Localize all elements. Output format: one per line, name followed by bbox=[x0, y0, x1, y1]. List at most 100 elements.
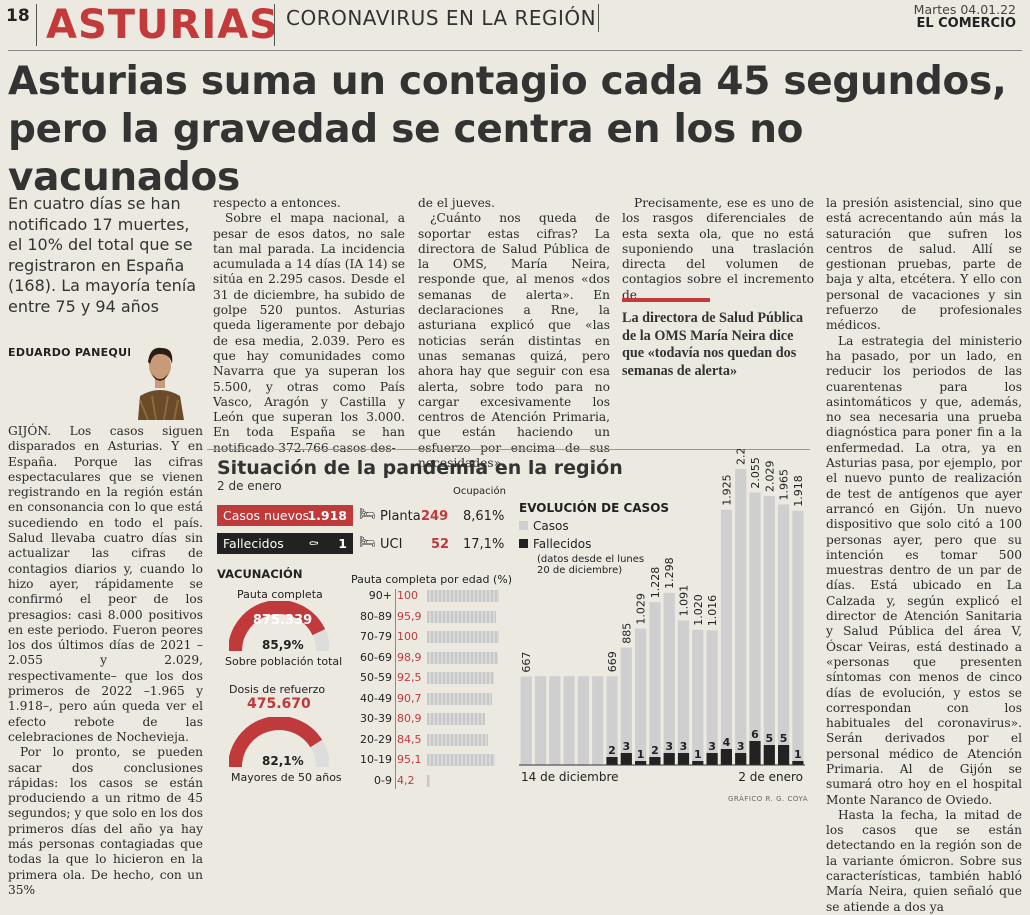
cases-bar bbox=[735, 469, 747, 765]
deaths-bar bbox=[706, 753, 718, 765]
age-row: 40-49 90,7 bbox=[347, 690, 502, 708]
page-number: 18 bbox=[6, 6, 30, 26]
cases-bar bbox=[663, 592, 675, 765]
deaths-value-label: 3 bbox=[622, 740, 630, 753]
age-coverage-bar bbox=[427, 672, 494, 684]
evolution-chart: 667 669 2 885 3 1.029 1 1.228 2 1.298 3 1.091 3 1.020… bbox=[519, 449, 805, 784]
age-coverage-bar bbox=[427, 610, 497, 623]
booster-gauge bbox=[229, 717, 329, 768]
cases-value-label: 669 bbox=[606, 651, 619, 672]
deaths-bar bbox=[749, 741, 761, 765]
cases-bar bbox=[534, 676, 547, 765]
icu-value: 52 bbox=[431, 537, 450, 552]
legend-note-line: 20 de diciembre) bbox=[537, 565, 623, 576]
legend-note-line: (datos desde el lunes bbox=[537, 554, 645, 565]
deaths-bar bbox=[635, 761, 647, 765]
infographic-title: Situación de la pandemia en la región bbox=[217, 457, 623, 479]
column-5: la presión asistencial, sino que está ac… bbox=[826, 196, 1022, 915]
full-course-label: Pauta completa bbox=[237, 588, 323, 601]
paragraph: de el jueves. bbox=[418, 196, 495, 210]
deaths-value-label: 3 bbox=[708, 740, 716, 753]
age-row: 30-39 80,9 bbox=[347, 710, 502, 728]
deaths-value: 1 bbox=[338, 536, 347, 551]
paragraph: Por lo pronto, se pueden sacar dos concl… bbox=[8, 745, 203, 897]
cases-bar bbox=[563, 676, 575, 765]
age-row: 10-19 95,1 bbox=[347, 751, 502, 769]
age-coverage-bar bbox=[427, 774, 431, 787]
deaths-bar bbox=[620, 753, 632, 765]
deaths-bar bbox=[778, 745, 790, 765]
paragraph: GIJÓN. Los casos siguen disparados en As… bbox=[8, 424, 203, 744]
headline: Asturias suma un contagio cada 45 segund… bbox=[8, 58, 1018, 202]
cases-bar bbox=[706, 630, 718, 765]
cases-value-label: 2.233 bbox=[735, 449, 748, 465]
legend-cases: Casos bbox=[519, 519, 569, 533]
cases-bar bbox=[620, 647, 632, 765]
deaths-value-label: 5 bbox=[780, 732, 788, 745]
section-title: ASTURIAS bbox=[46, 2, 279, 48]
bed-icon: 🛏 bbox=[359, 507, 376, 522]
cases-bar bbox=[677, 620, 690, 765]
new-cases-badge: Casos nuevos 1.918 bbox=[217, 505, 353, 526]
occupancy-label: Ocupación bbox=[453, 486, 506, 497]
paragraph: Hasta la fecha, la mitad de los casos qu… bbox=[826, 807, 1022, 914]
new-cases-label: Casos nuevos bbox=[223, 508, 310, 523]
cases-bar bbox=[520, 676, 532, 765]
issue-date: Martes 04.01.22 bbox=[913, 2, 1016, 17]
graphic-credit: GRÁFICO R. G. COYA bbox=[728, 795, 808, 803]
lead-paragraph: En cuatro días se han notificado 17 muer… bbox=[8, 194, 197, 316]
infographic: Situación de la pandemia en la región 2 … bbox=[207, 449, 810, 803]
cases-value-label: 1.918 bbox=[792, 475, 805, 507]
age-coverage-bar bbox=[427, 631, 499, 643]
age-coverage-value: 95,1 bbox=[397, 753, 422, 766]
deaths-bar bbox=[606, 757, 618, 765]
paragraph: la presión asistencial, sino que está ac… bbox=[826, 196, 1022, 333]
deaths-value-label: 1 bbox=[694, 748, 702, 761]
paragraph: ¿Cuánto nos queda de soportar estas cifr… bbox=[418, 211, 610, 471]
divider bbox=[598, 4, 599, 32]
ward-pct: 8,61% bbox=[463, 509, 505, 524]
vaccination-label: VACUNACIÓN bbox=[217, 567, 303, 581]
deaths-bar bbox=[692, 761, 704, 765]
age-group-label: 90+ bbox=[368, 589, 392, 602]
newspaper-name: EL COMERCIO bbox=[916, 16, 1016, 31]
byline: EDUARDO PANEQUE bbox=[8, 346, 136, 359]
cases-bar bbox=[692, 629, 704, 765]
booster-label: Dosis de refuerzo bbox=[229, 683, 326, 696]
age-group-label: 70-79 bbox=[360, 630, 392, 643]
age-coverage-bar bbox=[427, 733, 488, 746]
cases-value-label: 885 bbox=[620, 623, 633, 644]
age-coverage-bar bbox=[427, 692, 493, 705]
age-coverage-bar bbox=[427, 713, 486, 725]
deaths-value-label: 3 bbox=[737, 740, 745, 753]
deaths-bar bbox=[649, 757, 661, 765]
cases-bar bbox=[792, 510, 804, 765]
deaths-bar bbox=[720, 749, 732, 765]
age-coverage-chart: 90+ 100 80-89 95,9 70-79 100 60-69 98,9 50-59 92,… bbox=[347, 587, 502, 795]
cases-bar bbox=[720, 509, 732, 765]
divider bbox=[274, 4, 275, 46]
legend-swatch bbox=[519, 521, 528, 530]
paragraph: La estrategia del ministerio ha pasado, … bbox=[826, 333, 1022, 807]
cases-bar bbox=[778, 504, 790, 765]
age-table-header: Pauta completa por edad (%) bbox=[351, 573, 512, 586]
cases-value-label: 1.298 bbox=[663, 557, 676, 589]
cases-bar bbox=[635, 628, 647, 765]
cases-value-label: 1.029 bbox=[635, 593, 648, 625]
age-group-label: 80-89 bbox=[360, 609, 392, 623]
cases-bar bbox=[606, 676, 618, 765]
cases-bar bbox=[592, 676, 604, 765]
full-course-caption: Sobre población total bbox=[225, 655, 343, 668]
deaths-value-label: 5 bbox=[765, 732, 773, 745]
new-cases-value: 1.918 bbox=[307, 508, 347, 523]
subsection-title: CORONAVIRUS EN LA REGIÓN bbox=[286, 6, 597, 30]
age-row: 50-59 92,5 bbox=[347, 669, 502, 687]
cases-bar bbox=[549, 676, 561, 765]
age-coverage-bar bbox=[427, 590, 499, 602]
deaths-value-label: 1 bbox=[794, 748, 802, 761]
age-coverage-value: 84,5 bbox=[397, 732, 422, 746]
pullquote-bar bbox=[622, 298, 710, 302]
cases-bar bbox=[577, 676, 589, 765]
headline-line-1: Asturias suma un contagio cada 45 segund… bbox=[8, 59, 1007, 104]
age-coverage-value: 100 bbox=[397, 589, 418, 602]
